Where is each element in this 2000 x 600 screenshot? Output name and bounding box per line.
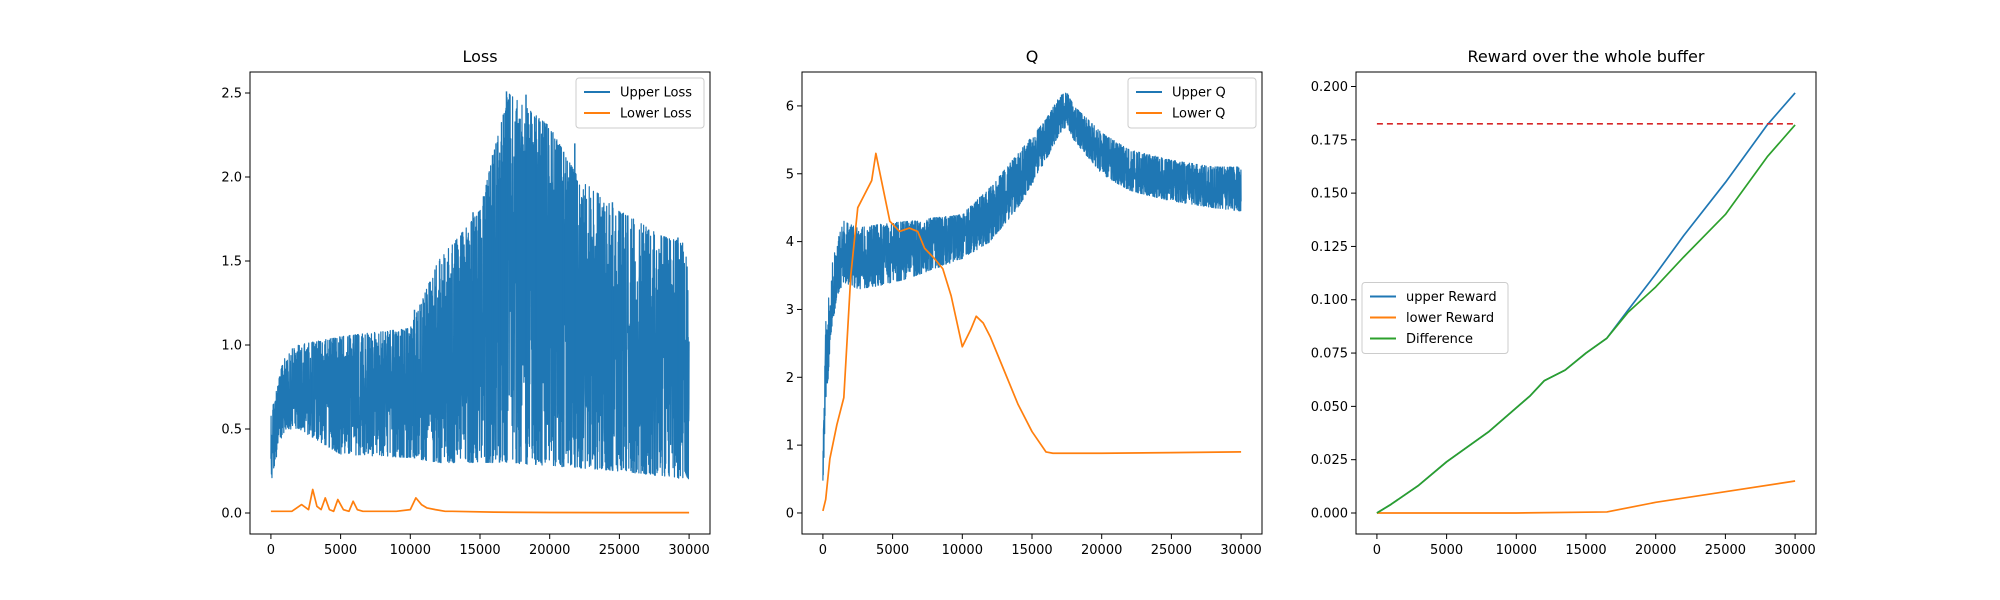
x-tick-label: 15000	[1011, 543, 1052, 558]
x-tick-label: 25000	[1705, 543, 1746, 558]
y-tick-label: 0.050	[1311, 400, 1348, 415]
x-tick-label: 0	[267, 543, 275, 558]
x-tick-label: 30000	[1220, 543, 1261, 558]
x-tick-label: 5000	[1430, 543, 1463, 558]
y-tick-label: 2.0	[221, 171, 242, 186]
legend: upper Reward lower Reward Difference	[1361, 282, 1509, 354]
y-tick-label: 0.000	[1311, 506, 1348, 521]
x-tick-label: 25000	[1151, 543, 1192, 558]
series-lower-q	[822, 152, 1242, 512]
y-tick-label: 0.200	[1311, 80, 1348, 95]
y-tick-label: 0.150	[1311, 187, 1348, 202]
chart-title: Q	[1026, 47, 1039, 66]
y-tick-label: 1	[786, 439, 794, 454]
y-tick-label: 6	[786, 99, 794, 114]
y-tick-label: 0.100	[1311, 293, 1348, 308]
y-tick-label: 0	[786, 506, 794, 521]
chart-title: Loss	[462, 47, 497, 66]
x-tick-label: 15000	[1565, 543, 1606, 558]
chart-3: Reward over the whole buffer 0 5000 10000 15…	[1311, 47, 1817, 558]
x-tick-label: 25000	[599, 543, 640, 558]
legend-box	[1127, 77, 1257, 129]
y-tick-label: 5	[786, 167, 794, 182]
x-tick-label: 5000	[324, 543, 357, 558]
legend-box	[575, 77, 705, 129]
x-tick-label: 20000	[1081, 543, 1122, 558]
y-tick-label: 1.5	[221, 255, 242, 270]
chart-title: Reward over the whole buffer	[1468, 47, 1705, 66]
y-tick-label: 0.5	[221, 423, 242, 438]
legend-label: upper Reward	[1406, 290, 1497, 305]
x-tick-label: 10000	[390, 543, 431, 558]
x-tick-label: 20000	[1635, 543, 1676, 558]
legend: Upper Q Lower Q	[1127, 77, 1257, 129]
y-tick-label: 2	[786, 371, 794, 386]
legend: Upper Loss Lower Loss	[575, 77, 705, 129]
legend-label: Upper Loss	[620, 86, 692, 101]
x-tick-label: 0	[819, 543, 827, 558]
y-tick-label: 2.5	[221, 87, 242, 102]
x-tick-label: 5000	[876, 543, 909, 558]
legend-label: Difference	[1406, 332, 1473, 347]
series-difference	[1376, 124, 1796, 514]
y-tick-label: 0.0	[221, 507, 242, 522]
x-tick-label: 20000	[529, 543, 570, 558]
y-tick-label: 3	[786, 303, 794, 318]
chart-2: Q 0 5000 10000 15000 20000 25000 30000 0 1 2 3 4 5 6 Up…	[786, 47, 1263, 558]
x-tick-label: 30000	[1774, 543, 1815, 558]
legend-label: Upper Q	[1172, 86, 1226, 101]
plot-area	[1376, 92, 1796, 514]
series-lower-reward	[1376, 480, 1796, 514]
x-tick-label: 15000	[459, 543, 500, 558]
x-tick-label: 0	[1373, 543, 1381, 558]
y-tick-label: 0.175	[1311, 133, 1348, 148]
plot-area	[822, 92, 1242, 512]
chart-1: Loss 0 5000 10000 15000 20000 25000 30000 0.0 0.5…	[221, 47, 711, 558]
y-tick-label: 0.125	[1311, 240, 1348, 255]
y-tick-label: 0.075	[1311, 347, 1348, 362]
legend-label: Lower Q	[1172, 107, 1225, 122]
y-tick-label: 0.025	[1311, 453, 1348, 468]
series-upper-q	[822, 92, 1242, 481]
x-tick-label: 10000	[1496, 543, 1537, 558]
series-lower-loss	[270, 488, 690, 514]
x-tick-label: 30000	[668, 543, 709, 558]
plot-area	[270, 91, 690, 514]
legend-label: lower Reward	[1406, 311, 1494, 326]
series-upper-loss	[270, 93, 690, 480]
y-tick-label: 1.0	[221, 339, 242, 354]
legend-label: Lower Loss	[620, 107, 692, 122]
legend-box	[1361, 282, 1509, 354]
x-tick-label: 10000	[942, 543, 983, 558]
y-tick-label: 4	[786, 235, 794, 250]
